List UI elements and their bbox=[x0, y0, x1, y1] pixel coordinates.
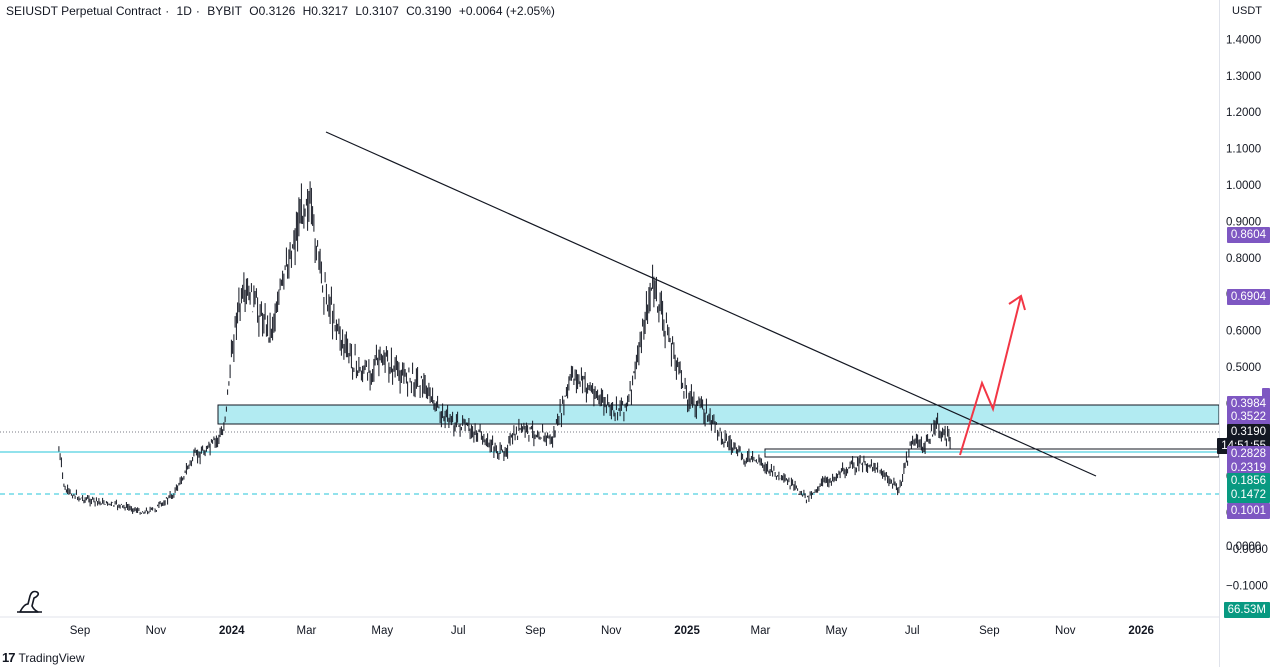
x-tick-label: Jul bbox=[905, 625, 920, 637]
x-tick-label: Nov bbox=[601, 625, 622, 637]
close-value: C0.3190 bbox=[406, 4, 452, 18]
price-tag-0-3984: 0.3984 bbox=[1226, 396, 1270, 412]
symbol-name[interactable]: SEIUSDT Perpetual Contract bbox=[6, 4, 162, 18]
price-tag-0-1001: 0.1001 bbox=[1226, 503, 1270, 519]
x-tick-label: Sep bbox=[70, 625, 90, 637]
tradingview-logo[interactable]: 17 TradingView bbox=[2, 650, 85, 665]
symbol-header[interactable]: SEIUSDT Perpetual Contract · 1D · BYBIT O0… bbox=[6, 4, 555, 18]
currency-label[interactable]: USDT bbox=[1232, 5, 1262, 17]
price-tag-0-2319: 0.2319 bbox=[1226, 460, 1270, 476]
y-tick-label: 1.3000 bbox=[1226, 71, 1261, 83]
x-tick-label: May bbox=[371, 625, 393, 637]
x-tick-label: 2025 bbox=[674, 625, 700, 637]
y-tick-label: −0.1000 bbox=[1226, 580, 1268, 592]
resistance-zone bbox=[217, 404, 1220, 425]
price-tag-0-1856: 0.1856 bbox=[1226, 473, 1270, 489]
y-tick-label: 1.0000 bbox=[1226, 180, 1261, 192]
x-tick-label: 2026 bbox=[1128, 625, 1154, 637]
change-value: +0.0064 (+2.05%) bbox=[458, 4, 555, 18]
price-axis-border bbox=[1219, 0, 1220, 667]
price-tag-0-3522: 0.3522 bbox=[1226, 409, 1270, 425]
x-tick-label: Mar bbox=[297, 625, 317, 637]
x-tick-label: May bbox=[825, 625, 847, 637]
y-tick-label: 0.9000 bbox=[1226, 216, 1261, 228]
trendline[interactable] bbox=[325, 131, 1097, 477]
price-candles bbox=[58, 181, 951, 515]
x-tick-label: Jul bbox=[451, 625, 466, 637]
x-tick-label: Sep bbox=[979, 625, 999, 637]
tradingview-logo-icon: 17 bbox=[2, 650, 16, 665]
price-tag-0-1472: 0.1472 bbox=[1226, 487, 1270, 503]
arrow-head bbox=[1008, 294, 1026, 311]
y-tick-label: 1.2000 bbox=[1226, 107, 1261, 119]
y-tick-label: 0.0000 bbox=[1226, 541, 1261, 553]
exchange: BYBIT bbox=[207, 4, 242, 18]
open-value: O0.3126 bbox=[249, 4, 296, 18]
price-tag-0-6904: 0.6904 bbox=[1226, 289, 1270, 305]
y-tick-label: 0.6000 bbox=[1226, 326, 1261, 338]
x-tick-label: Mar bbox=[751, 625, 771, 637]
time-axis[interactable]: Sep Nov 2024 Mar May Jul Sep Nov 2025 Mar May Jul Se… bbox=[70, 625, 1154, 637]
x-tick-label: 2024 bbox=[219, 625, 245, 637]
high-value: H0.3217 bbox=[302, 4, 349, 18]
volume-tag: 66.53M bbox=[1223, 602, 1270, 618]
dino-icon[interactable] bbox=[16, 588, 44, 614]
x-tick-label: Nov bbox=[1055, 625, 1076, 637]
x-tick-label: Nov bbox=[146, 625, 167, 637]
projection-arrow[interactable] bbox=[959, 295, 1022, 456]
y-tick-label: 1.1000 bbox=[1226, 144, 1261, 156]
price-tag-0-8604: 0.8604 bbox=[1226, 227, 1270, 243]
support-box bbox=[764, 448, 1220, 458]
y-tick-label: 0.5000 bbox=[1226, 362, 1261, 374]
timeframe[interactable]: 1D bbox=[176, 4, 192, 18]
x-tick-label: Sep bbox=[525, 625, 545, 637]
y-tick-label: 0.8000 bbox=[1226, 253, 1261, 265]
low-value: L0.3107 bbox=[355, 4, 399, 18]
current-price-tag: 0.3190 bbox=[1226, 424, 1270, 440]
brand-name: TradingView bbox=[18, 650, 85, 665]
price-tag-upper-hidden bbox=[1262, 388, 1270, 402]
price-tag-0-2828: 0.2828 bbox=[1226, 446, 1270, 462]
y-tick-label: −0.0000 bbox=[1226, 544, 1268, 556]
y-tick-label: 1.4000 bbox=[1226, 34, 1261, 46]
